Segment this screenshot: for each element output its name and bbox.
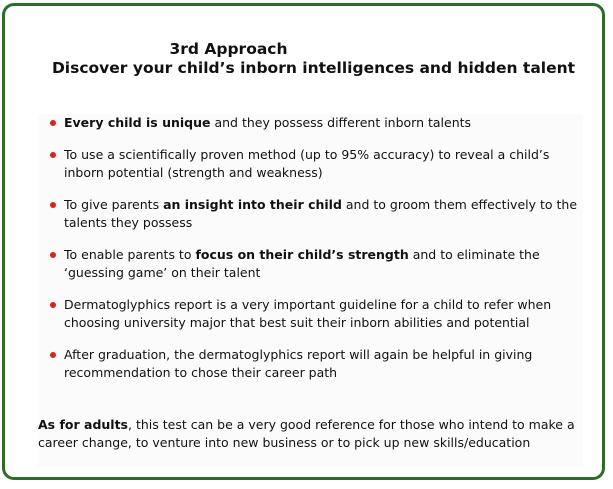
bullet-dot-icon: [50, 202, 56, 208]
heading-title: 3rd Approach: [5, 40, 602, 59]
adults-paragraph: As for adults, this test can be a very g…: [38, 416, 583, 452]
bold-phrase: Every child is unique: [64, 115, 211, 130]
list-item: To give parents an insight into their ch…: [38, 196, 583, 232]
page-heading: 3rd Approach Discover your child’s inbor…: [5, 40, 602, 78]
bold-phrase: an insight into their child: [163, 197, 342, 212]
bold-phrase: focus on their child’s strength: [195, 247, 408, 262]
bullet-dot-icon: [50, 120, 56, 126]
list-item: To enable parents to focus on their chil…: [38, 246, 583, 282]
list-item: To use a scientifically proven method (u…: [38, 146, 583, 182]
item-text: and they possess different inborn talent…: [211, 115, 472, 130]
list-item: Every child is unique and they possess d…: [38, 114, 583, 132]
content-frame: 3rd Approach Discover your child’s inbor…: [2, 3, 605, 480]
adults-bold: As for adults: [38, 417, 128, 432]
item-text: Dermatoglyphics report is a very importa…: [64, 297, 551, 330]
item-text: To enable parents to: [64, 247, 195, 262]
item-text: To use a scientifically proven method (u…: [64, 147, 549, 180]
item-text: To give parents: [64, 197, 163, 212]
content-panel: Every child is unique and they possess d…: [38, 114, 583, 467]
list-item: Dermatoglyphics report is a very importa…: [38, 296, 583, 332]
bullet-dot-icon: [50, 302, 56, 308]
bullet-dot-icon: [50, 152, 56, 158]
heading-subtitle: Discover your child’s inborn intelligenc…: [5, 59, 602, 78]
bullet-dot-icon: [50, 352, 56, 358]
bullet-list: Every child is unique and they possess d…: [38, 114, 583, 382]
item-text: After graduation, the dermatoglyphics re…: [64, 347, 532, 380]
bullet-dot-icon: [50, 252, 56, 258]
list-item: After graduation, the dermatoglyphics re…: [38, 346, 583, 382]
